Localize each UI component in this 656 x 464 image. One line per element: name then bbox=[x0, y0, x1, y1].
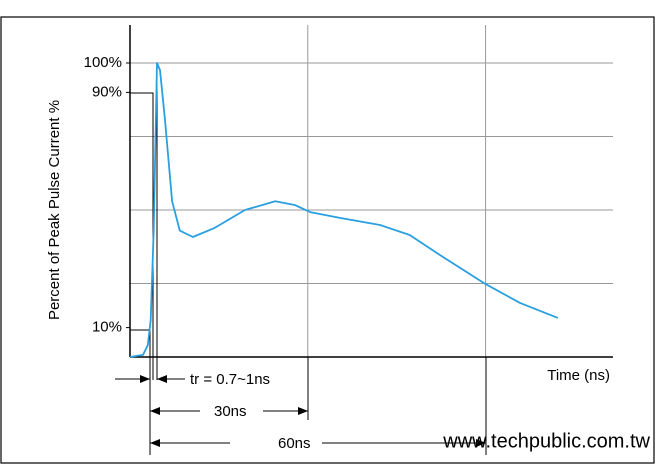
y-tick-label: 100% bbox=[84, 54, 122, 71]
y-axis-label: Percent of Peak Pulse Current % bbox=[46, 100, 63, 320]
annotation: 60ns bbox=[278, 435, 311, 452]
annotation: tr = 0.7~1ns bbox=[190, 371, 270, 388]
line bbox=[129, 62, 559, 358]
watermark: www.techpublic.com.tw bbox=[442, 430, 650, 452]
x-axis-label: Time (ns) bbox=[547, 367, 610, 384]
frame bbox=[0, 16, 655, 464]
grid bbox=[130, 25, 613, 357]
dimension-lines bbox=[115, 63, 487, 455]
y-tick-label: 90% bbox=[92, 83, 122, 100]
y-tick-label: 10% bbox=[92, 319, 122, 336]
annotation: 30ns bbox=[214, 403, 247, 420]
